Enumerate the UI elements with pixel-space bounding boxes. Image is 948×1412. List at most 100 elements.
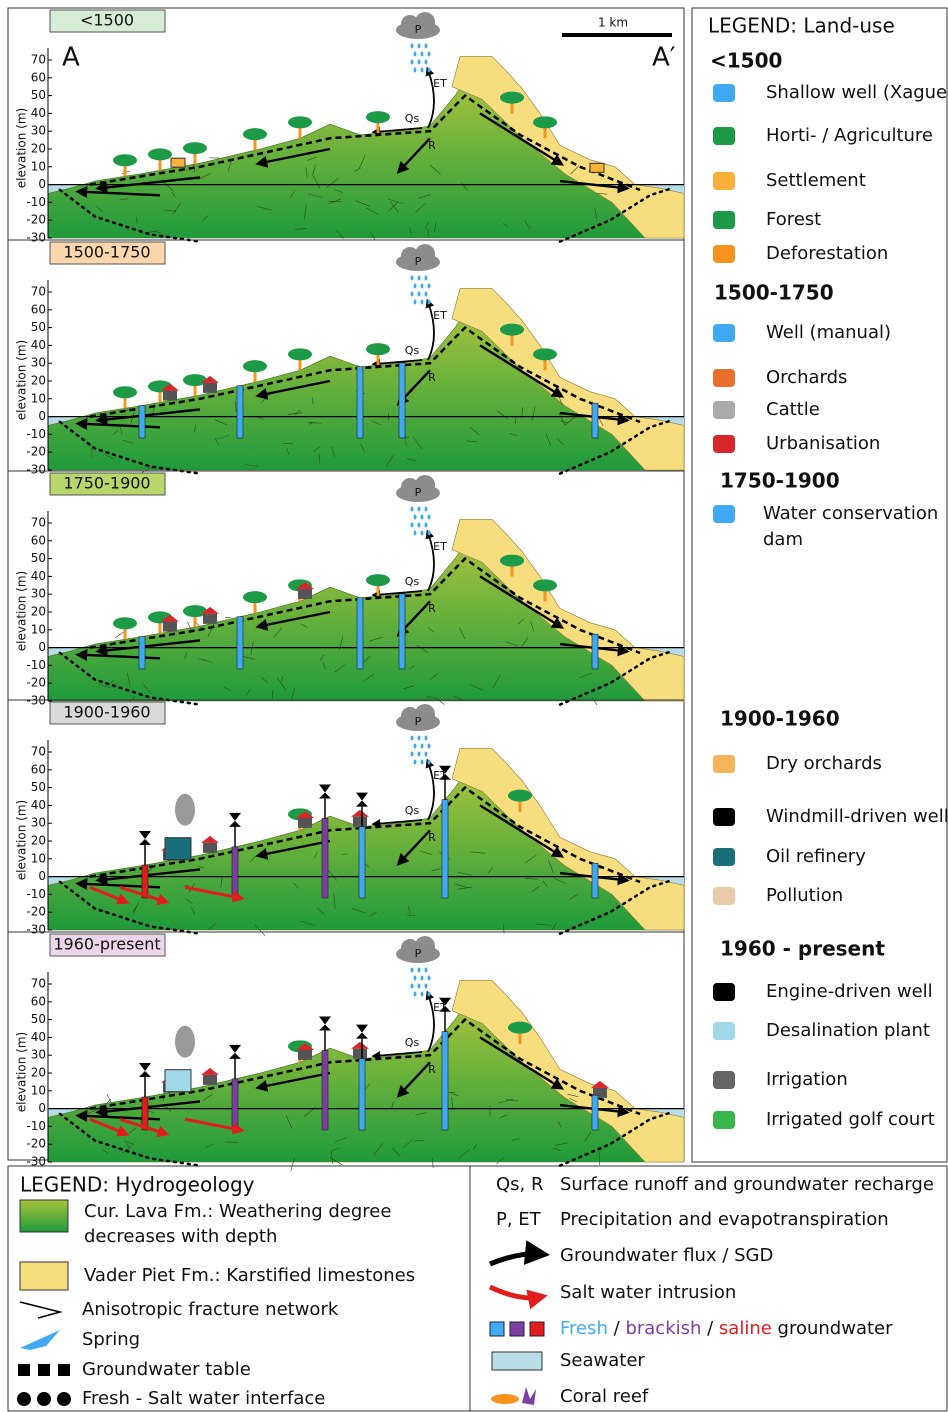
- y-tick-label: -10: [26, 658, 46, 672]
- smoke: [175, 793, 195, 826]
- fracture: [105, 454, 115, 460]
- y-tick-label: 50: [31, 320, 46, 334]
- period-box: [49, 701, 166, 725]
- legend-icon: [713, 127, 735, 145]
- fracture: [392, 1147, 401, 1157]
- period-box: [49, 241, 166, 265]
- groundwater-flux: [95, 1100, 201, 1118]
- tree-crown: [533, 116, 557, 129]
- y-tick-label: -20: [26, 676, 46, 690]
- rain-drop: [417, 59, 421, 65]
- groundwater-part: /: [701, 1318, 719, 1339]
- fracture: [499, 1114, 508, 1118]
- fracture: [360, 443, 365, 452]
- roof: [201, 1067, 219, 1075]
- fracture: [313, 851, 318, 859]
- rain-drop: [427, 991, 431, 997]
- fracture: [354, 167, 361, 172]
- rain-drop: [410, 751, 414, 757]
- fracture: [496, 1156, 505, 1165]
- well: [356, 366, 364, 439]
- fracture: [102, 1149, 109, 1154]
- legend-icon: [713, 848, 735, 866]
- fracture: [370, 232, 376, 241]
- interface: [558, 878, 674, 935]
- fracture: [341, 853, 348, 855]
- fracture: [135, 216, 138, 224]
- groundwater-table: [89, 1017, 641, 1116]
- windmill: [139, 831, 151, 846]
- fracture: [334, 664, 346, 673]
- fracture: [531, 406, 536, 422]
- rain-drop: [420, 743, 424, 749]
- groundwater-flux: [75, 418, 161, 431]
- rain-drop: [420, 67, 424, 73]
- y-tick-label: -10: [26, 887, 46, 901]
- fracture: [569, 1097, 577, 1103]
- rain-drop: [427, 67, 431, 73]
- legend-item-label: Vader Piet Fm.: Karstified limestones: [84, 1265, 415, 1286]
- salt-intrusion: [119, 885, 170, 906]
- fracture: [300, 920, 316, 927]
- groundwater-swatch: [529, 1321, 545, 1337]
- rain-drop: [410, 967, 414, 973]
- fracture: [132, 902, 139, 915]
- groundwater-table: [89, 325, 641, 424]
- period-label: 1750-1900: [63, 474, 150, 493]
- fracture: [303, 204, 307, 220]
- period-label: <1500: [80, 11, 134, 30]
- fracture: [142, 683, 151, 693]
- rain-drop: [420, 530, 424, 536]
- et-arrow: [425, 66, 435, 129]
- y-tick-label: 0: [38, 640, 46, 654]
- house: [298, 1049, 312, 1060]
- groundwater-table: [89, 556, 641, 655]
- y-tick-label: -30: [26, 923, 46, 937]
- groundwater-table: [89, 785, 641, 884]
- rain-drop: [417, 735, 421, 741]
- fracture: [99, 684, 111, 689]
- refinery: [164, 1069, 192, 1093]
- fracture: [126, 672, 131, 688]
- coral-symbol: [491, 1394, 519, 1404]
- fracture: [187, 621, 192, 631]
- house: [298, 817, 312, 828]
- fracture: [412, 436, 423, 450]
- fracture: [312, 164, 316, 175]
- legend-icon: [713, 983, 735, 1001]
- refinery: [164, 837, 192, 861]
- tree-crown: [243, 128, 267, 141]
- legend-item-label: Horti- / Agriculture: [766, 125, 933, 146]
- rain-drop: [427, 759, 431, 765]
- legend-icon: [713, 84, 735, 102]
- rain-drop: [413, 283, 417, 289]
- legend-icon: [713, 324, 735, 342]
- well: [231, 846, 239, 899]
- house: [353, 1048, 367, 1059]
- legend-item-label: Pollution: [766, 885, 843, 906]
- well: [441, 1031, 449, 1131]
- y-tick-label: -20: [26, 905, 46, 919]
- fracture: [408, 906, 411, 914]
- fracture: [112, 429, 119, 435]
- fracture: [280, 675, 284, 682]
- interface: [58, 420, 202, 475]
- fracture: [371, 420, 381, 426]
- house: [353, 816, 367, 827]
- fracture: [457, 872, 473, 876]
- fracture: [351, 908, 367, 914]
- fracture: [287, 412, 303, 415]
- legend-item-label: Groundwater table: [82, 1359, 251, 1380]
- fracture: [388, 202, 398, 212]
- windmill: [229, 1044, 241, 1059]
- fracture: [308, 422, 322, 424]
- rain-drop: [427, 51, 431, 57]
- rain-drop: [410, 522, 414, 528]
- period-label: 1500-1750: [63, 243, 150, 262]
- runoff-label: Qs: [405, 1036, 420, 1049]
- roof: [351, 809, 369, 817]
- precipitation-label: P: [415, 715, 422, 728]
- axis-label: elevation (m): [15, 340, 29, 420]
- y-tick-label: 30: [31, 587, 46, 601]
- legend-item-label: Fresh - Salt water interface: [82, 1388, 325, 1409]
